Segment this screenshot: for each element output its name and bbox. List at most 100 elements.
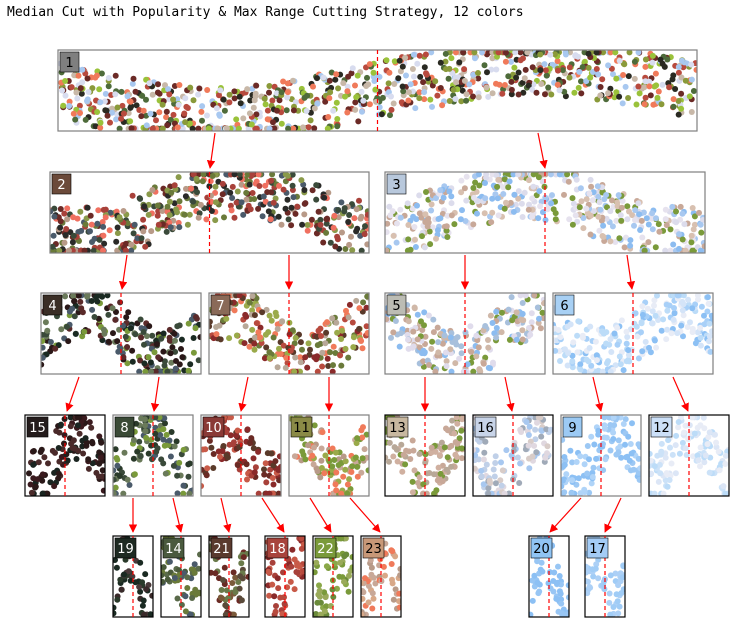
point (173, 358, 179, 364)
point (235, 579, 242, 585)
point (195, 565, 201, 572)
point (354, 463, 361, 470)
point (107, 209, 114, 216)
point (409, 489, 416, 496)
point (397, 566, 401, 572)
point (678, 322, 685, 329)
point (448, 368, 455, 374)
point (448, 330, 455, 337)
point (294, 569, 301, 576)
node-label: 11 (293, 421, 310, 436)
point (76, 415, 83, 421)
point (168, 359, 175, 366)
point (487, 312, 494, 319)
node-label: 13 (389, 421, 406, 436)
point (153, 341, 160, 348)
point (409, 205, 416, 212)
point (544, 206, 551, 213)
point (501, 490, 508, 496)
point (282, 172, 289, 178)
point (618, 204, 625, 211)
point (385, 247, 390, 253)
point (327, 89, 334, 96)
point (192, 586, 199, 593)
point (670, 241, 677, 248)
point (463, 97, 470, 104)
point (301, 187, 308, 193)
point (641, 247, 648, 253)
point (400, 88, 407, 95)
point (443, 466, 450, 473)
node-label: 8 (120, 421, 128, 436)
point (89, 460, 96, 467)
point (186, 460, 193, 467)
point (343, 551, 350, 558)
point (569, 195, 576, 202)
point (610, 71, 616, 78)
point (442, 50, 449, 57)
point (615, 610, 622, 617)
point (681, 221, 688, 228)
point (176, 459, 183, 466)
point (526, 201, 532, 208)
point (590, 573, 597, 580)
point (470, 368, 477, 374)
point (314, 342, 321, 349)
point (365, 467, 369, 474)
point (680, 429, 687, 436)
point (517, 426, 524, 433)
point (635, 50, 642, 56)
point (358, 213, 365, 220)
point (534, 419, 540, 426)
point (234, 427, 241, 434)
point (462, 218, 469, 224)
point (622, 83, 629, 90)
node-color-swatch (530, 537, 553, 559)
point (139, 92, 146, 99)
point (171, 443, 178, 450)
point (243, 313, 250, 320)
point (158, 335, 165, 342)
point (273, 90, 280, 97)
point (359, 108, 365, 115)
point (680, 312, 687, 319)
point (88, 298, 95, 304)
point (716, 467, 723, 474)
point (52, 345, 59, 352)
point (255, 205, 262, 212)
point (616, 603, 623, 610)
point (494, 195, 501, 202)
point (567, 447, 574, 454)
point (636, 211, 643, 218)
point (226, 99, 233, 106)
point (243, 189, 250, 196)
point (607, 447, 614, 454)
point (253, 178, 260, 185)
point (397, 572, 401, 579)
point (281, 594, 287, 601)
point (691, 213, 698, 220)
point (35, 459, 42, 466)
point (205, 125, 212, 131)
point (579, 64, 586, 70)
point (212, 183, 219, 190)
point (669, 203, 676, 210)
point (290, 194, 297, 201)
point (618, 317, 625, 324)
point (64, 457, 71, 464)
point (151, 349, 158, 356)
point (480, 481, 487, 488)
point (266, 355, 273, 362)
point (440, 194, 447, 201)
point (405, 318, 412, 325)
point (218, 587, 225, 593)
point (318, 457, 325, 464)
point (639, 234, 646, 241)
point (321, 470, 328, 477)
point (164, 576, 171, 583)
point (219, 448, 226, 455)
point (160, 330, 167, 337)
point (225, 595, 232, 601)
point (686, 422, 693, 429)
point (446, 65, 453, 72)
